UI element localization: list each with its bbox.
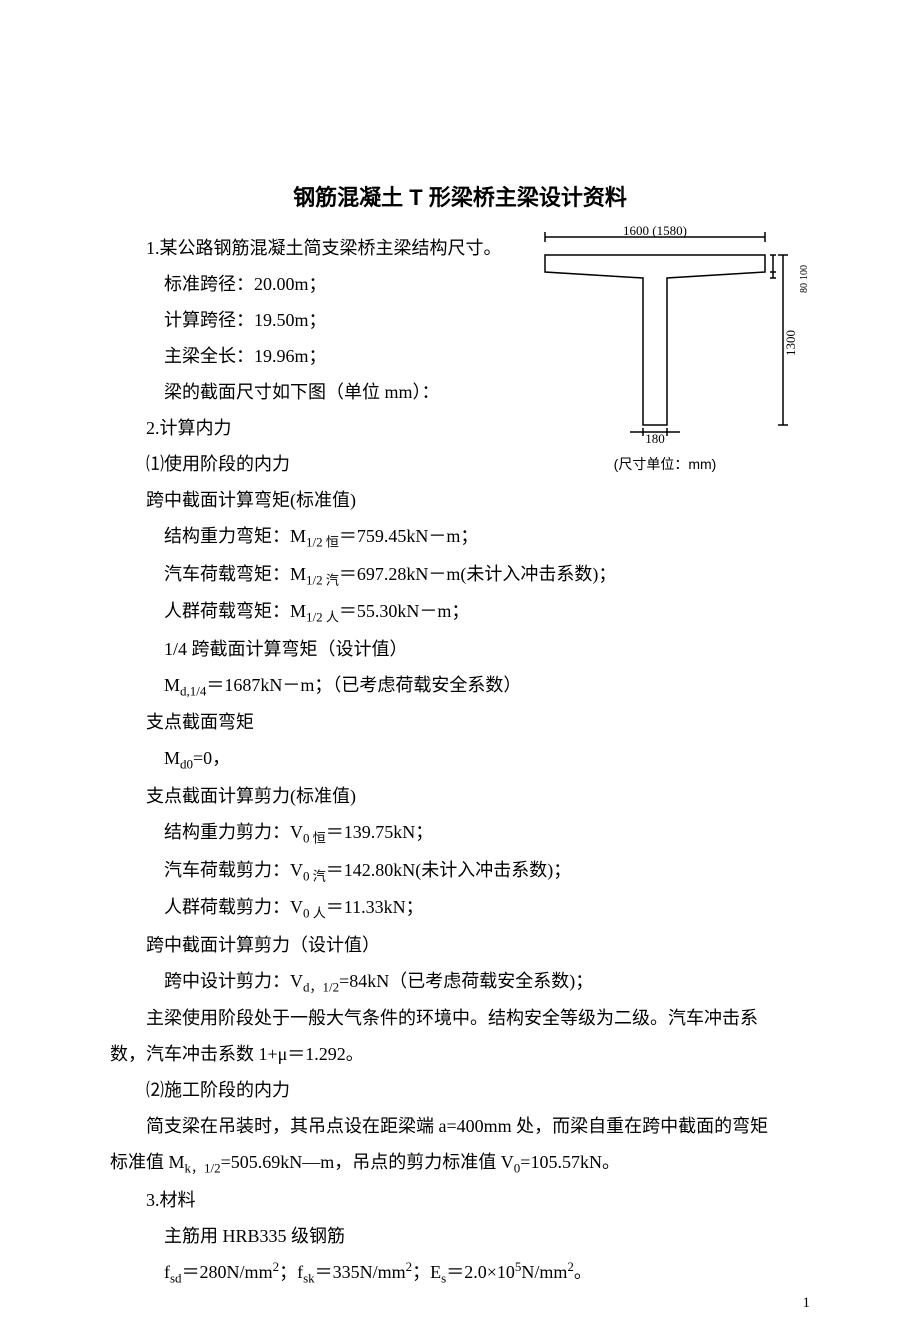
s2-support-m-title: 支点截面弯矩 [110, 704, 810, 740]
s2-v-heng: 结构重力剪力：V0 恒＝139.75kN； [110, 814, 810, 852]
fsk-sub: sk [303, 1271, 315, 1286]
label: 人群荷载剪力：V [164, 897, 303, 917]
page-number: 1 [803, 1295, 811, 1312]
val: ＝55.30kN－m； [339, 601, 470, 621]
dim-top-label: 1600 (1580) [623, 225, 687, 238]
label: 跨中设计剪力：V [164, 971, 303, 991]
label: 汽车荷载剪力：V [164, 860, 303, 880]
s2-v-qi: 汽车荷载剪力：V0 汽＝142.80kN(未计入冲击系数)； [110, 852, 810, 890]
fsk-val: ＝335N/mm [315, 1262, 406, 1282]
sub: 1/2 恒 [306, 535, 339, 550]
sub: 0 恒 [303, 831, 326, 846]
sub: 1/2 汽 [306, 572, 339, 587]
s2-mid-v-title: 跨中截面计算剪力（设计值） [110, 927, 810, 963]
es-unit: N/mm [521, 1262, 567, 1282]
end: 。 [574, 1262, 592, 1282]
es-val: ＝2.0×10 [446, 1262, 515, 1282]
dim-web-label: 180 [645, 431, 665, 445]
t-section-svg: 1600 (1580) 180 1300 100 80 [515, 225, 815, 445]
val: =0， [193, 748, 230, 768]
s2-env-line2: 数，汽车冲击系数 1+μ＝1.292。 [110, 1036, 810, 1072]
t-section-diagram: 1600 (1580) 180 1300 100 80 (尺寸单位：mm) [515, 225, 815, 475]
s2-md14: Md,1/4＝1687kN－m；（已考虑荷载安全系数） [110, 667, 810, 705]
a: 标准值 M [110, 1152, 185, 1172]
s2-construct-line1: 简支梁在吊装时，其吊点设在距梁端 a=400mm 处，而梁自重在跨中截面的弯矩 [110, 1108, 810, 1144]
es-label: ；E [412, 1262, 441, 1282]
page: 钢筋混凝土 T 形梁桥主梁设计资料 [0, 0, 920, 1332]
sub: 1/2 人 [306, 610, 339, 625]
label: 汽车荷载弯矩：M [164, 564, 306, 584]
s2-v-ren: 人群荷载剪力：V0 人＝11.33kN； [110, 889, 810, 927]
s2-env-line1: 主梁使用阶段处于一般大气条件的环境中。结构安全等级为二级。汽车冲击系 [110, 1000, 810, 1036]
val: ＝142.80kN(未计入冲击系数)； [326, 860, 572, 880]
s3-heading: 3.材料 [110, 1182, 810, 1218]
label: M [164, 675, 180, 695]
fsd-val: ＝280N/mm [182, 1262, 273, 1282]
s2-quarter-title: 1/4 跨截面计算弯矩（设计值） [110, 631, 810, 667]
val: =84kN（已考虑荷载安全系数)； [339, 971, 593, 991]
diagram-caption: (尺寸单位：mm) [515, 454, 815, 474]
sub: 0 人 [303, 906, 326, 921]
sub: d，1/2 [303, 979, 339, 994]
c: =105.57kN。 [520, 1152, 620, 1172]
s2-midspan-title: 跨中截面计算弯矩(标准值) [110, 482, 810, 518]
val: ＝11.33kN； [326, 897, 424, 917]
sub: k，1/2 [185, 1161, 221, 1176]
fsd-sub: sd [170, 1271, 182, 1286]
label: 结构重力弯矩：M [164, 526, 306, 546]
dim-flange-h1: 100 [799, 265, 810, 280]
val: ＝759.45kN－m； [339, 526, 479, 546]
s2-md0: Md0=0， [110, 740, 810, 778]
s2-construct-line2: 标准值 Mk，1/2=505.69kN—m，吊点的剪力标准值 V0=105.57… [110, 1144, 810, 1182]
dim-flange-h2: 80 [799, 283, 810, 293]
val: ＝139.75kN； [326, 822, 434, 842]
s3-rebar: 主筋用 HRB335 级钢筋 [110, 1218, 810, 1254]
sub: d0 [180, 757, 193, 772]
label: 结构重力剪力：V [164, 822, 303, 842]
s3-props: fsd＝280N/mm2；fsk＝335N/mm2；Es＝2.0×105N/mm… [110, 1254, 810, 1292]
label: 人群荷载弯矩：M [164, 601, 306, 621]
s2-sub2: ⑵施工阶段的内力 [110, 1072, 810, 1108]
s2-m-qi: 汽车荷载弯矩：M1/2 汽＝697.28kN－m(未计入冲击系数)； [110, 556, 810, 594]
sub: d,1/4 [180, 683, 206, 698]
sub: 0 汽 [303, 868, 326, 883]
b: =505.69kN—m，吊点的剪力标准值 V [221, 1152, 514, 1172]
label: M [164, 748, 180, 768]
s2-support-v-title: 支点截面计算剪力(标准值) [110, 778, 810, 814]
dim-height-label: 1300 [783, 330, 798, 356]
s2-m-heng: 结构重力弯矩：M1/2 恒＝759.45kN－m； [110, 518, 810, 556]
val: ＝697.28kN－m(未计入冲击系数)； [339, 564, 617, 584]
s2-vd12: 跨中设计剪力：Vd，1/2=84kN（已考虑荷载安全系数)； [110, 963, 810, 1001]
val: ＝1687kN－m；（已考虑荷载安全系数） [206, 675, 521, 695]
page-title: 钢筋混凝土 T 形梁桥主梁设计资料 [110, 180, 810, 212]
fsk-label: ；f [279, 1262, 303, 1282]
s2-m-ren: 人群荷载弯矩：M1/2 人＝55.30kN－m； [110, 593, 810, 631]
